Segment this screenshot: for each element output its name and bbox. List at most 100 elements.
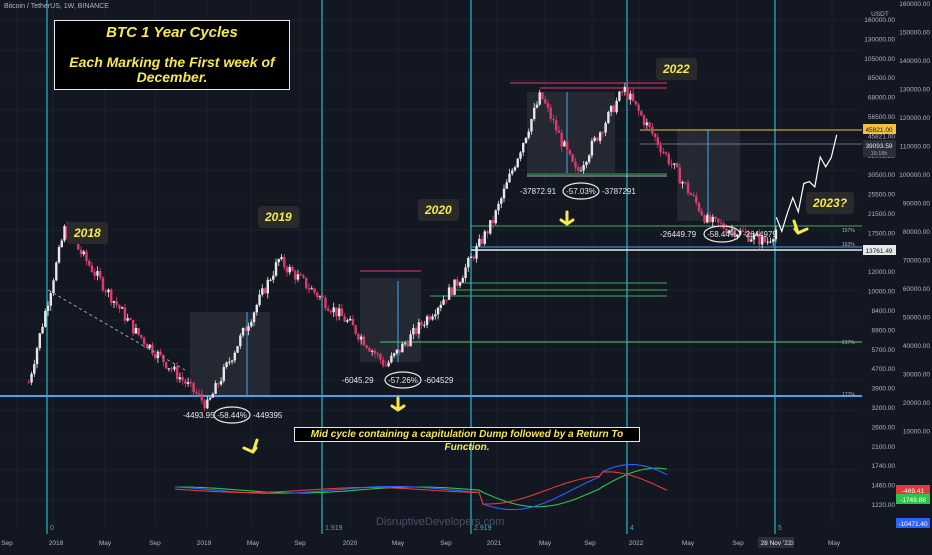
price-tick-left: 2600.00 <box>872 424 896 431</box>
candle-body <box>137 327 140 335</box>
time-cursor-badge <box>758 537 794 548</box>
price-tick-left: 17500.00 <box>868 230 895 237</box>
candle-body <box>288 267 291 273</box>
candle-body <box>522 142 525 153</box>
candle-body <box>533 107 536 120</box>
candle-body <box>107 289 110 293</box>
candle-body <box>52 280 55 294</box>
candle-body <box>140 334 143 338</box>
candle-body <box>774 229 778 240</box>
candle-body <box>436 307 440 315</box>
title-box[interactable]: BTC 1 Year Cycles Each Marking the First… <box>54 20 290 90</box>
candle-body <box>178 377 182 380</box>
price-tick-left: 30500.00 <box>868 172 895 179</box>
candle-body <box>203 400 206 409</box>
candle-body <box>63 226 66 241</box>
candle-body <box>236 346 239 353</box>
price-tick-left: 85000.00 <box>868 75 895 82</box>
time-tick: Sep <box>1 540 13 547</box>
candle-body <box>653 133 657 138</box>
candle-body <box>368 347 371 352</box>
candle-body <box>648 122 651 127</box>
candle-body <box>439 304 443 308</box>
candle-body <box>101 277 105 291</box>
candle-body <box>164 362 168 369</box>
candle-body <box>681 181 684 184</box>
candle-body <box>329 310 333 313</box>
candle-body <box>195 392 198 394</box>
candle-body <box>82 251 85 255</box>
price-tick-right: 160000.00 <box>899 1 930 8</box>
badge-indicator <box>896 485 930 495</box>
candle-body <box>695 195 698 203</box>
candle-body <box>684 181 687 183</box>
year-label-2023[interactable]: 2023? <box>806 192 855 214</box>
candle-body <box>582 165 585 171</box>
drawdown-pct: -58.44% <box>707 230 737 239</box>
candle-body <box>305 277 308 289</box>
candle-body <box>703 215 706 223</box>
candle-body <box>46 305 50 311</box>
candle-body <box>44 310 47 327</box>
candle-body <box>651 126 654 134</box>
symbol-header: Bitcoin / TetherUS, 1W, BINANCE <box>4 3 109 10</box>
price-tick-right: 50000.00 <box>903 315 930 322</box>
yellow-arrow <box>242 438 259 454</box>
candle-body <box>769 241 772 243</box>
drawdown-right-value: -604529 <box>424 376 454 385</box>
year-label-2019[interactable]: 2019 <box>258 206 299 228</box>
mid-cycle-note[interactable]: Mid cycle containing a capitulation Dump… <box>294 427 640 453</box>
drawdown-box <box>190 312 270 396</box>
price-tick-right: 120000.00 <box>899 115 930 122</box>
candle-body <box>409 334 412 347</box>
year-label-2018[interactable]: 2018 <box>67 222 108 244</box>
badge-level-low <box>863 245 896 255</box>
candle-body <box>494 210 497 224</box>
candle-body <box>357 333 360 340</box>
candle-body <box>480 238 484 244</box>
candle-body <box>112 301 116 303</box>
candle-body <box>500 198 503 204</box>
candle-body <box>700 211 703 216</box>
price-tick-left: 10000.00 <box>868 289 895 296</box>
badge-indicator <box>896 518 930 528</box>
time-tick: 2021 <box>487 540 502 547</box>
year-label-2022[interactable]: 2022 <box>656 58 697 80</box>
candle-body <box>200 393 204 401</box>
drawdown-pct-ring <box>703 225 741 243</box>
candle-body <box>689 192 692 195</box>
candle-body <box>398 349 401 353</box>
candle-body <box>629 93 632 100</box>
candle-body <box>403 343 407 345</box>
time-tick: Sep <box>732 540 744 547</box>
price-tick-left: 45821.00 <box>868 133 895 140</box>
cycle-mark-label: 4 <box>630 525 634 532</box>
price-tick-left: 5700.00 <box>872 347 896 354</box>
time-cursor-label: 28 Nov '22 <box>761 540 792 547</box>
price-tick-left: 3200.00 <box>872 405 896 412</box>
candle-body <box>252 312 256 323</box>
candle-body <box>667 153 671 164</box>
year-label-2020[interactable]: 2020 <box>418 199 459 221</box>
candle-body <box>93 272 96 276</box>
candle-body <box>354 325 357 334</box>
candle-body <box>142 337 146 344</box>
candle-body <box>760 236 764 245</box>
candle-body <box>469 256 473 258</box>
time-tick: May <box>99 540 112 547</box>
candle-body <box>373 350 377 354</box>
candle-body <box>348 318 352 321</box>
candle-body <box>626 86 629 100</box>
candle-body <box>549 107 552 119</box>
candle-body <box>175 366 179 380</box>
candle-body <box>362 336 366 346</box>
candle-body <box>587 155 591 162</box>
candle-body <box>110 289 113 303</box>
candle-body <box>568 149 572 155</box>
candle-body <box>467 257 470 268</box>
candle-body <box>508 173 511 183</box>
candle-body <box>214 383 217 394</box>
price-tick-right: 80000.00 <box>903 229 930 236</box>
